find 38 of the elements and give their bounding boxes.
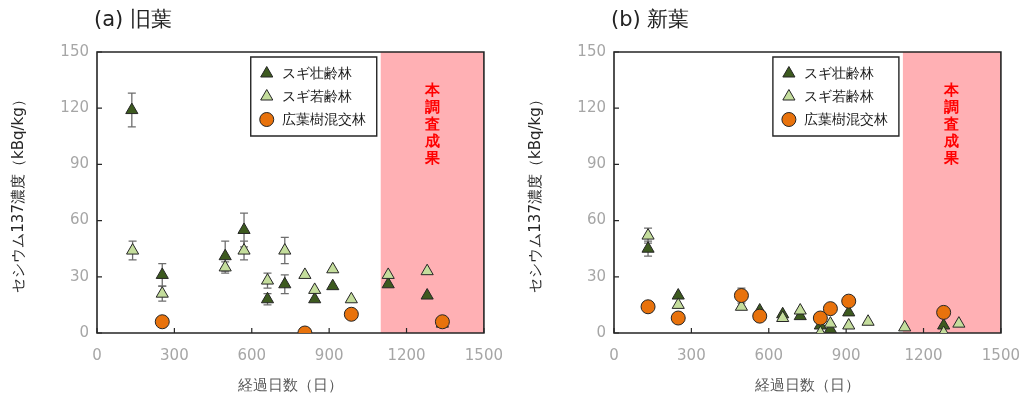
chart-title: (a) 旧葉 xyxy=(94,6,172,32)
y-tick-label: 150 xyxy=(60,41,89,60)
legend-label: 広葉樹混交林 xyxy=(803,111,888,128)
x-tick-label: 600 xyxy=(754,345,784,364)
x-tick-label: 1500 xyxy=(981,345,1021,364)
x-tick-label: 1200 xyxy=(904,345,943,364)
y-tick-label: 30 xyxy=(586,266,606,285)
y-tick-label: 0 xyxy=(596,322,606,341)
legend-label: 広葉樹混交林 xyxy=(281,111,366,128)
x-tick-label: 0 xyxy=(609,345,619,364)
x-tick-label: 600 xyxy=(237,345,267,364)
x-axis-title: 経過日数（日） xyxy=(753,375,860,394)
y-tick-label: 90 xyxy=(586,154,606,173)
y-axis-title: セシウム137濃度（kBq/kg） xyxy=(8,92,27,293)
x-tick-label: 300 xyxy=(160,345,189,364)
legend-label: スギ壮齢林 xyxy=(281,65,352,82)
y-tick-label: 150 xyxy=(577,41,606,60)
x-axis-title: 経過日数（日） xyxy=(236,375,343,394)
x-tick-label: 1500 xyxy=(464,345,504,364)
x-tick-label: 1200 xyxy=(387,345,426,364)
y-tick-label: 0 xyxy=(79,322,89,341)
legend-label: スギ若齢林 xyxy=(281,88,352,105)
y-tick-label: 120 xyxy=(577,98,606,117)
band-label: 本調査成果 xyxy=(943,81,960,167)
x-tick-label: 900 xyxy=(314,345,344,364)
x-tick-label: 900 xyxy=(831,345,861,364)
y-tick-label: 60 xyxy=(69,210,89,229)
y-tick-label: 60 xyxy=(586,210,606,229)
y-axis-title: セシウム137濃度（kBq/kg） xyxy=(525,92,544,293)
y-tick-label: 120 xyxy=(60,98,89,117)
chart-title: (b) 新葉 xyxy=(611,6,690,32)
y-tick-label: 90 xyxy=(69,154,89,173)
x-tick-label: 0 xyxy=(92,345,102,364)
legend-label: スギ若齢林 xyxy=(803,88,874,105)
y-tick-label: 30 xyxy=(69,266,89,285)
x-tick-label: 300 xyxy=(677,345,706,364)
band-label: 本調査成果 xyxy=(424,81,441,167)
legend-label: スギ壮齢林 xyxy=(803,65,874,82)
